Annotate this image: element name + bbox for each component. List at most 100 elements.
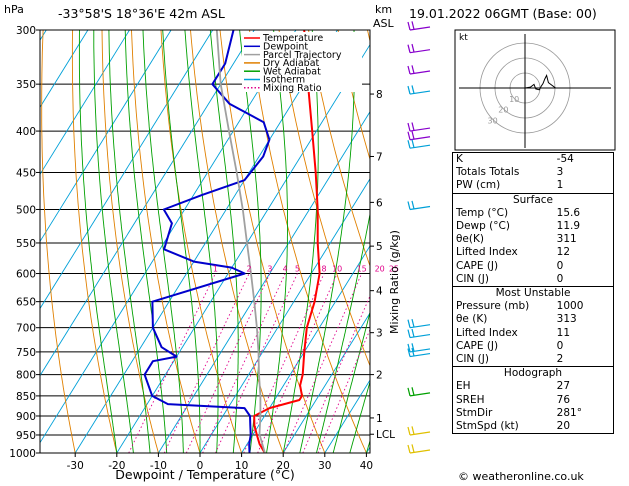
- surface-value: 15.6: [556, 206, 581, 219]
- height-tick-label: 1: [376, 413, 383, 425]
- index-row: K -54: [453, 153, 614, 167]
- surface-value: 12: [556, 246, 571, 259]
- legend-label: Mixing Ratio: [263, 83, 322, 94]
- legend-label: Wet Adiabat: [263, 66, 321, 77]
- index-value: 1: [556, 179, 564, 192]
- most-unstable-title: Most Unstable: [495, 287, 571, 300]
- wet-adiabat: [78, 30, 118, 453]
- hodo-value: 76: [556, 393, 571, 406]
- wind-barb-shaft: [409, 324, 431, 329]
- legend-label: Isotherm: [263, 75, 305, 86]
- hodograph-title: Hodograph: [503, 367, 563, 380]
- wet-adiabat: [93, 30, 134, 453]
- pressure-tick-label: 650: [16, 297, 36, 309]
- height-tick-label: 4: [376, 286, 383, 298]
- plot-frame: [39, 29, 371, 454]
- hpa-label: hPa: [4, 3, 24, 16]
- wind-barb-shaft: [409, 127, 431, 132]
- wind-barb-shaft: [409, 49, 431, 54]
- wind-barb-flag: [407, 348, 411, 357]
- temperature-tick-label: -10: [150, 460, 167, 472]
- wet-adiabat: [162, 30, 201, 453]
- mu-value: 313: [556, 313, 577, 326]
- hodo-value: 27: [556, 380, 571, 393]
- wind-barb-flag: [407, 65, 411, 75]
- temperature-tick-label: -20: [108, 460, 125, 472]
- hodograph-ring-label: 20: [498, 106, 508, 115]
- surface-label: θe(K): [456, 233, 484, 246]
- hodograph-table: Hodograph EH 27 SREH 76 StmDir 281° StmSpd …: [452, 367, 614, 435]
- temperature-tick-label: 40: [360, 460, 373, 472]
- wind-barb-shaft: [409, 205, 431, 211]
- temperature-tick-label: 30: [318, 460, 331, 472]
- mixing-ratio-axis-label: Mixing Ratio (g/kg): [388, 230, 401, 334]
- wind-barb-flag: [411, 131, 415, 140]
- mu-label: Pressure (mb): [456, 300, 530, 313]
- dry-adiabat: [249, 30, 367, 453]
- wind-barb-shaft: [409, 431, 431, 436]
- wet-adiabat: [209, 30, 239, 453]
- wind-barb-flag: [411, 444, 415, 453]
- temperature-tick-label: 0: [197, 460, 204, 472]
- mixing-ratio-label: 4: [283, 265, 288, 274]
- wind-barb-flag: [411, 122, 415, 131]
- mu-label: Lifted Index: [456, 326, 518, 339]
- hodograph-unit: kt: [459, 33, 468, 43]
- wind-barb-shaft: [409, 449, 431, 454]
- wind-barb-flag: [411, 200, 415, 210]
- km-label: km: [375, 3, 392, 16]
- wet-adiabat: [299, 30, 355, 453]
- series-line: [215, 30, 266, 453]
- mixing-ratio-label: 1: [213, 265, 218, 274]
- height-tick-label: 5: [376, 241, 383, 253]
- mixing-ratio-line: [202, 273, 286, 453]
- index-value: -54: [556, 153, 574, 165]
- index-label: PW (cm): [456, 179, 501, 192]
- mu-label: θe (K): [456, 313, 488, 326]
- height-tick-label: 6: [376, 197, 383, 209]
- dry-adiabat: [219, 30, 326, 453]
- pressure-tick-label: 600: [16, 269, 36, 281]
- location-title: -33°58'S 18°36'E 42m ASL: [58, 6, 225, 21]
- legend-label: Dry Adiabat: [263, 58, 320, 69]
- surface-label: CAPE (J): [456, 259, 499, 272]
- wind-barb-flag: [411, 347, 415, 357]
- wind-barb-flag: [411, 318, 415, 328]
- wind-barbs: [407, 21, 431, 454]
- wind-barb-flag: [411, 85, 415, 94]
- credit-text: © weatheronline.co.uk: [458, 470, 584, 483]
- index-value: 3: [556, 166, 564, 179]
- isotherm: [158, 110, 370, 453]
- wind-barb-shaft: [409, 90, 431, 95]
- series-line: [143, 30, 271, 453]
- dry-adiabat: [160, 30, 243, 453]
- wind-barb-flag: [407, 387, 411, 397]
- temperature-tick-label: 20: [277, 460, 290, 472]
- mixing-ratio-line: [243, 273, 325, 453]
- height-tick-label: 7: [376, 151, 383, 163]
- wind-barb-flag: [407, 122, 411, 132]
- legend-label: Parcel Trajectory: [263, 50, 342, 61]
- basic-indices-table: K -54 Totals Totals 3 PW (cm) 1: [452, 152, 614, 194]
- wind-barb-shaft: [409, 144, 431, 149]
- mixing-ratio-line: [317, 328, 370, 453]
- wind-barb-shaft: [409, 136, 431, 141]
- pressure-tick-label: 800: [16, 370, 36, 382]
- legend-background: [242, 32, 362, 92]
- index-label: K: [456, 153, 463, 165]
- wet-adiabat: [108, 30, 151, 453]
- pressure-tick-label: 450: [16, 167, 36, 179]
- mixing-ratio-line: [283, 273, 363, 453]
- mu-label: CAPE (J): [456, 339, 499, 352]
- pressure-tick-label: 750: [16, 347, 36, 359]
- surface-label: Dewp (°C): [456, 220, 510, 233]
- index-row: PW (cm) 1: [453, 179, 614, 193]
- isotherm: [282, 312, 370, 453]
- surface-value: 0: [556, 259, 564, 272]
- mixing-ratio-label: 10: [332, 265, 342, 274]
- wind-barb-shaft: [409, 352, 431, 358]
- surface-label: Temp (°C): [456, 206, 509, 219]
- wet-adiabat: [266, 30, 288, 453]
